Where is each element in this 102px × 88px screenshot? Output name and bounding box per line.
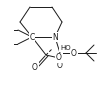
Text: C: C	[29, 32, 35, 42]
Text: HO: HO	[60, 45, 71, 51]
Text: O: O	[56, 54, 62, 62]
Text: O: O	[71, 48, 77, 57]
Text: O: O	[57, 62, 63, 70]
Text: O: O	[32, 62, 38, 71]
Text: N: N	[52, 32, 58, 42]
